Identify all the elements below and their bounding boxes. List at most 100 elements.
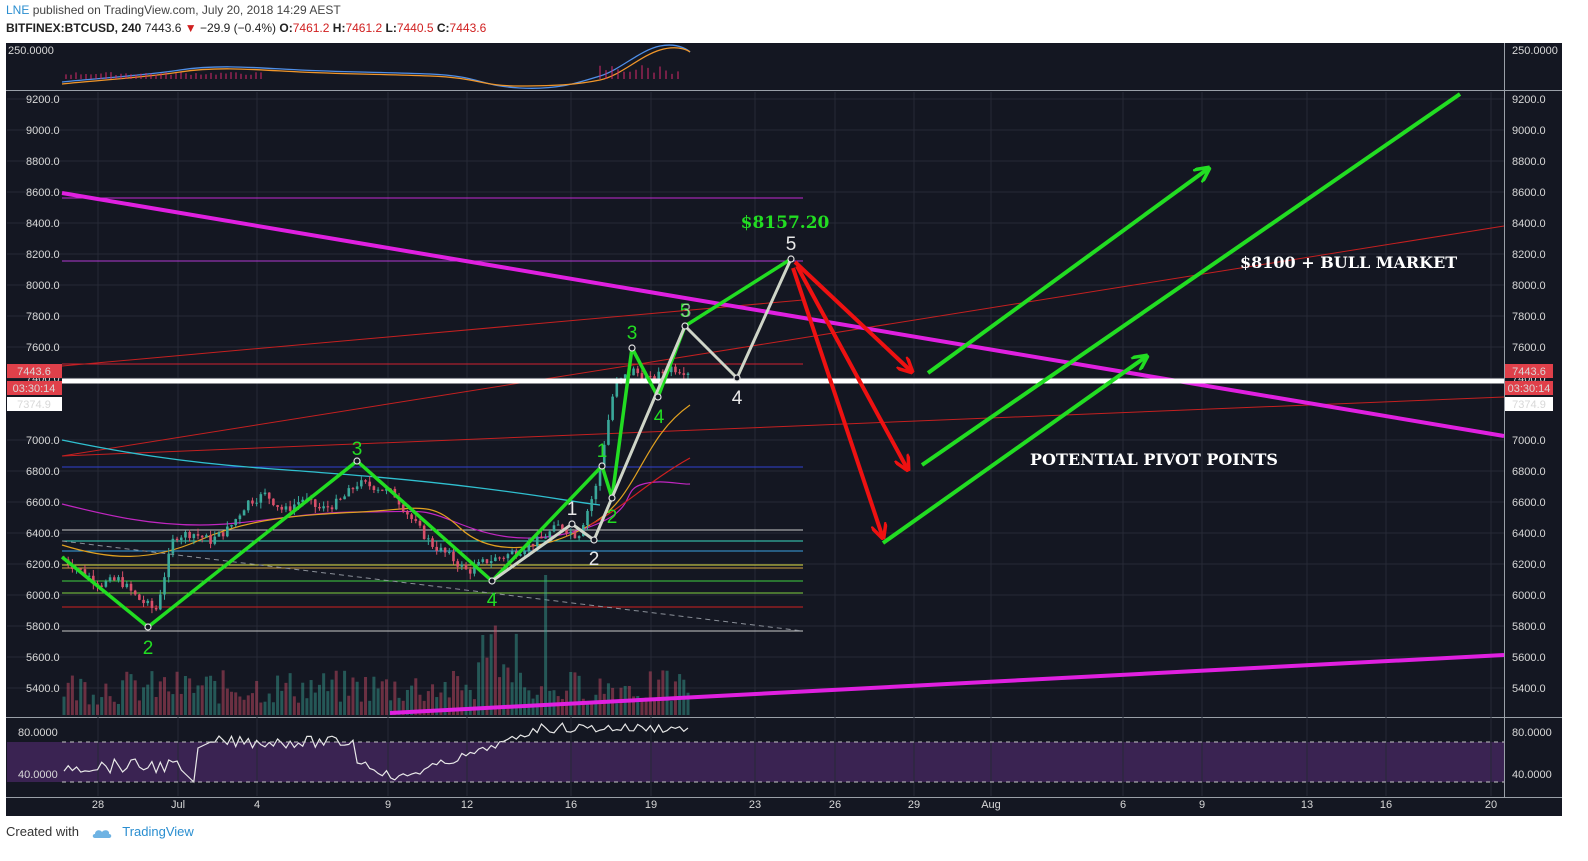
price-tick-left: 5600.0 bbox=[26, 652, 60, 664]
svg-text:7443.6: 7443.6 bbox=[1512, 366, 1546, 378]
tradingview-link[interactable]: TradingView bbox=[122, 824, 194, 839]
price-tick-right: 6400.0 bbox=[1512, 528, 1546, 540]
wave-label: 4 bbox=[654, 407, 665, 428]
down-arrow-icon: ▼ bbox=[184, 21, 197, 35]
grid-lines bbox=[7, 92, 1504, 796]
time-tick: 13 bbox=[1301, 799, 1313, 811]
price-tick-right: 7000.0 bbox=[1512, 435, 1546, 447]
red-arrows[interactable] bbox=[791, 260, 912, 538]
price-tick-right: 6600.0 bbox=[1512, 497, 1546, 509]
svg-text:7443.6: 7443.6 bbox=[17, 366, 51, 378]
price-tick-right: 6200.0 bbox=[1512, 559, 1546, 571]
svg-text:03:30:14: 03:30:14 bbox=[1508, 383, 1551, 395]
price-tick-right: 8600.0 bbox=[1512, 187, 1546, 199]
published-info: published on TradingView.com, July 20, 2… bbox=[32, 3, 341, 17]
high-value: 7461.2 bbox=[345, 21, 383, 35]
open-value: 7461.2 bbox=[292, 21, 330, 35]
price-tick-left: 6400.0 bbox=[26, 528, 60, 540]
price-tick-left: 9200.0 bbox=[26, 94, 60, 106]
volume-bars bbox=[62, 575, 690, 715]
time-tick: 6 bbox=[1120, 799, 1126, 811]
wave-label: 1 bbox=[597, 441, 608, 462]
price-tick-left: 8200.0 bbox=[26, 249, 60, 261]
price-tick-left: 6600.0 bbox=[26, 497, 60, 509]
green-arrows[interactable] bbox=[881, 92, 1462, 545]
high-label: H: bbox=[332, 21, 346, 35]
created-with-label: Created with bbox=[6, 824, 79, 839]
price-tick-right: 7600.0 bbox=[1512, 342, 1546, 354]
time-tick: 28 bbox=[92, 799, 104, 811]
time-axis[interactable]: 28 Jul 4 9 12 16 19 23 26 29 Aug 6 9 13 16 20 bbox=[92, 799, 1497, 811]
macd-pane[interactable] bbox=[7, 44, 1504, 89]
level-lines bbox=[61, 197, 1505, 632]
rsi-tick-left: 40.0000 bbox=[18, 769, 58, 781]
ascending-trendline[interactable] bbox=[389, 653, 1505, 715]
wave-label: 4 bbox=[732, 388, 743, 409]
publish-line: LNE published on TradingView.com, July 2… bbox=[6, 3, 341, 17]
footer: Created with TradingView bbox=[6, 824, 194, 839]
price-tick-left: 8000.0 bbox=[26, 280, 60, 292]
white-elliott-wave[interactable] bbox=[491, 258, 793, 583]
price-change: −29.9 (−0.4%) bbox=[199, 21, 277, 35]
wave-label: 5 bbox=[786, 234, 797, 255]
svg-text:7374.9: 7374.9 bbox=[1512, 399, 1546, 411]
tradingview-cloud-icon bbox=[92, 829, 111, 838]
wave-labels: 2 3 4 1 2 3 4 5 1 2 3 4 5 bbox=[143, 234, 797, 659]
price-tick-right: 9000.0 bbox=[1512, 125, 1546, 137]
price-tick-left: 5400.0 bbox=[26, 683, 60, 695]
price-axis[interactable]: 9200.0 9200.0 9000.0 9000.0 8800.0 8800.0 8600… bbox=[26, 94, 1546, 695]
price-tick-left: 9000.0 bbox=[26, 125, 60, 137]
last-price: 7443.6 bbox=[144, 21, 182, 35]
rsi-axis[interactable]: 80.0000 80.0000 40.0000 40.0000 bbox=[18, 727, 1552, 781]
macd-tick-left: 250.0000 bbox=[8, 45, 54, 57]
time-tick: 23 bbox=[749, 799, 761, 811]
low-value: 7440.5 bbox=[396, 21, 434, 35]
symbol-legend: BITFINEX:BTCUSD, 240 7443.6 ▼ −29.9 (−0.… bbox=[6, 21, 486, 35]
price-tick-right: 6800.0 bbox=[1512, 466, 1546, 478]
price-tick-left: 8800.0 bbox=[26, 156, 60, 168]
price-tick-right: 5800.0 bbox=[1512, 621, 1546, 633]
price-tick-left: 5800.0 bbox=[26, 621, 60, 633]
price-tick-right: 8200.0 bbox=[1512, 249, 1546, 261]
wave-label: 5 bbox=[680, 301, 691, 322]
svg-text:03:30:14: 03:30:14 bbox=[13, 383, 56, 395]
author-name[interactable]: LNE bbox=[6, 3, 30, 17]
time-tick: 26 bbox=[829, 799, 841, 811]
descending-trendline[interactable] bbox=[61, 191, 1505, 438]
price-tick-left: 6800.0 bbox=[26, 466, 60, 478]
time-tick: 12 bbox=[461, 799, 473, 811]
price-tick-right: 5600.0 bbox=[1512, 652, 1546, 664]
price-tick-left: 7600.0 bbox=[26, 342, 60, 354]
wave-label: 4 bbox=[487, 590, 498, 611]
price-tick-right: 6000.0 bbox=[1512, 590, 1546, 602]
pivot-points-label: POTENTIAL PIVOT POINTS bbox=[1030, 450, 1278, 469]
time-tick: 16 bbox=[565, 799, 577, 811]
time-tick: 16 bbox=[1380, 799, 1392, 811]
price-tick-right: 5400.0 bbox=[1512, 683, 1546, 695]
right-price-badges: 7443.6 03:30:14 7374.9 bbox=[1505, 364, 1553, 411]
symbol-label[interactable]: BITFINEX:BTCUSD, 240 bbox=[6, 21, 142, 35]
price-tick-right: 8800.0 bbox=[1512, 156, 1546, 168]
left-price-badges: 7443.6 03:30:14 7374.9 bbox=[7, 364, 62, 411]
time-tick: 9 bbox=[1199, 799, 1205, 811]
macd-tick-right: 250.0000 bbox=[1512, 45, 1558, 57]
rsi-line bbox=[63, 722, 689, 784]
time-tick: 29 bbox=[908, 799, 920, 811]
open-label: O: bbox=[279, 21, 293, 35]
rsi-tick-right: 80.0000 bbox=[1512, 727, 1552, 739]
wave-label: 2 bbox=[589, 549, 600, 570]
price-tick-left: 8600.0 bbox=[26, 187, 60, 199]
price-tick-right: 8000.0 bbox=[1512, 280, 1546, 292]
price-tick-right: 8400.0 bbox=[1512, 218, 1546, 230]
macd-indicator bbox=[61, 44, 691, 89]
macd-axis[interactable]: 250.0000 250.0000 bbox=[8, 45, 1558, 57]
wave-label: 2 bbox=[607, 507, 618, 528]
time-tick: 9 bbox=[385, 799, 391, 811]
time-tick: Aug bbox=[981, 799, 1001, 811]
wave-label: 3 bbox=[681, 301, 692, 322]
close-label: C: bbox=[436, 21, 450, 35]
time-tick: 19 bbox=[645, 799, 657, 811]
time-tick: 4 bbox=[254, 799, 260, 811]
low-label: L: bbox=[385, 21, 397, 35]
